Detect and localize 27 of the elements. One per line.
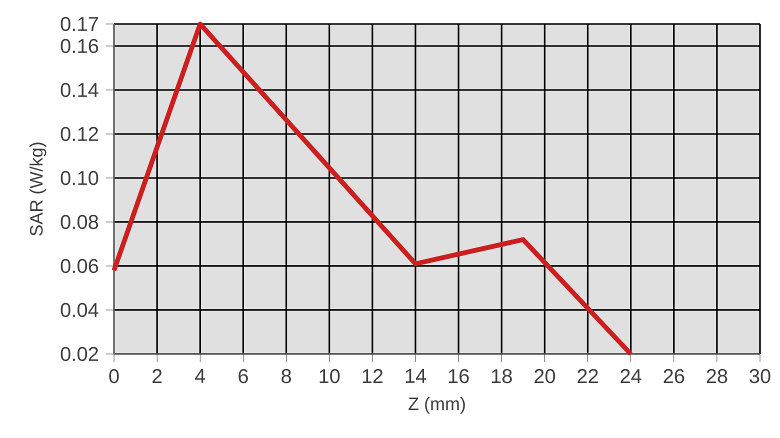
x-tick-label: 12 [362,369,383,384]
x-tick-label: 16 [448,369,469,384]
x-tick-label: 0 [109,369,119,384]
x-tick-label: 28 [706,369,728,384]
y-tick-label: 0.12 [60,126,98,142]
x-tick-label: 22 [578,369,598,384]
x-tick-label: 20 [534,369,556,384]
y-tick-label: 0.17 [60,16,98,32]
y-axis-title: SAR (W/kg) [30,142,46,236]
y-tick-label: 0.02 [60,346,98,362]
y-tick-label: 0.14 [60,82,98,98]
x-tick-label: 6 [238,369,248,384]
y-tick-label: 0.06 [60,258,98,274]
x-tick-label: 4 [195,369,206,383]
x-tick-label: 30 [750,369,770,384]
x-tick-label: 26 [664,369,684,384]
y-tick-label: 0.16 [60,38,98,54]
x-tick-label: 24 [620,369,642,384]
x-tick-label: 18 [492,369,512,384]
x-tick-label: 2 [152,369,162,384]
x-tick-label: 8 [282,369,291,384]
y-tick-label: 0.10 [60,170,98,186]
x-axis-title: Z (mm) [408,396,465,414]
y-tick-label: 0.08 [60,214,98,230]
y-tick-label: 0.04 [60,302,98,318]
x-tick-label: 10 [320,369,340,384]
x-tick-label: 14 [406,369,426,383]
